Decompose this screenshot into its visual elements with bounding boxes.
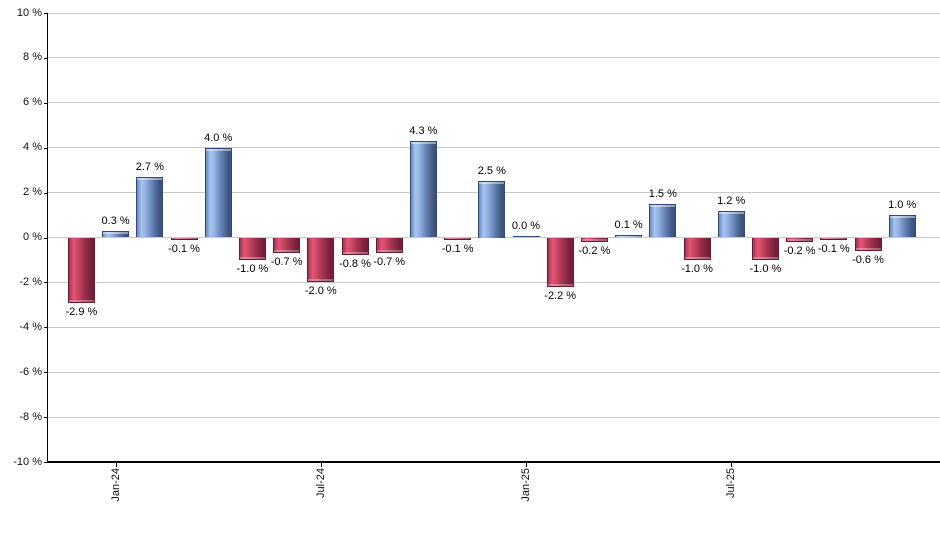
- y-gridline: [48, 102, 940, 104]
- x-axis-tick: [526, 462, 527, 467]
- bar-value-label: -2.2 %: [544, 289, 577, 302]
- bar-value-label: -0.8 %: [339, 258, 371, 271]
- y-axis-tick: [44, 13, 48, 14]
- bar-value-label: 1.2 %: [717, 194, 746, 207]
- y-gridline: [48, 12, 940, 14]
- bar-value-label: 0.3 %: [101, 214, 130, 227]
- y-axis-label: 2 %: [23, 186, 42, 199]
- y-axis-tick: [44, 102, 48, 104]
- bar-value-label: -2.0 %: [304, 285, 337, 298]
- y-axis-label: 8 %: [23, 51, 42, 64]
- y-axis-label: 4 %: [23, 141, 42, 154]
- bar-value-label: -0.7 %: [373, 256, 406, 269]
- bar-value-label: 2.7 %: [135, 160, 164, 173]
- y-gridline: [48, 326, 940, 328]
- bar-value-label: -0.1 %: [441, 242, 474, 255]
- y-gridline: [48, 416, 940, 418]
- y-axis-tick: [44, 372, 48, 374]
- y-axis-tick: [44, 417, 48, 419]
- bar-value-label: -0.1 %: [817, 242, 850, 255]
- y-axis-line: [46, 13, 48, 462]
- y-axis-label: -4 %: [19, 320, 42, 333]
- y-axis-tick: [44, 462, 48, 463]
- y-axis-tick: [44, 282, 48, 284]
- negative-bar: [307, 237, 335, 283]
- x-axis-tick: [731, 462, 733, 467]
- y-axis-label: 10 %: [16, 6, 42, 19]
- negative-bar: [170, 237, 198, 240]
- y-gridline: [48, 237, 940, 238]
- bar-value-label: 1.5 %: [648, 187, 677, 200]
- bar-value-label: -1.0 %: [749, 262, 782, 275]
- negative-bar: [375, 237, 403, 254]
- negative-bar: [67, 237, 95, 303]
- negative-bar: [238, 237, 266, 260]
- negative-bar: [786, 237, 814, 242]
- y-axis-tick: [44, 327, 48, 329]
- x-axis-label: Jul-24: [314, 468, 327, 498]
- positive-bar: [102, 230, 130, 238]
- y-axis-tick: [44, 192, 48, 194]
- bar-value-label: 0.1 %: [614, 219, 643, 232]
- x-axis-label: Jul-25: [725, 468, 738, 498]
- y-gridline: [48, 147, 940, 149]
- bar-value-label: 1.0 %: [888, 199, 917, 212]
- negative-bar: [273, 237, 301, 254]
- x-axis-tick: [320, 462, 322, 467]
- bar-value-label: -0.7 %: [270, 256, 303, 269]
- negative-bar: [751, 237, 779, 260]
- negative-bar: [854, 237, 882, 251]
- bar-value-label: -0.2 %: [578, 244, 611, 257]
- y-axis-label: -2 %: [19, 275, 42, 288]
- y-gridline: [48, 57, 940, 59]
- x-axis-label: Jan-25: [520, 468, 532, 502]
- y-axis-tick: [44, 57, 48, 59]
- negative-bar: [580, 237, 608, 242]
- y-axis-tick: [44, 237, 48, 239]
- bar-value-label: 0.0 %: [511, 220, 541, 233]
- bar-value-label: -0.1 %: [168, 242, 200, 255]
- positive-bar: [717, 210, 745, 238]
- positive-bar: [649, 203, 677, 238]
- positive-bar: [615, 235, 643, 238]
- positive-bar: [409, 140, 437, 238]
- bar-value-label: -1.0 %: [236, 262, 269, 275]
- negative-bar: [341, 237, 369, 256]
- positive-bar: [512, 236, 540, 238]
- y-axis-label: -6 %: [19, 365, 42, 378]
- y-gridline: [48, 281, 940, 283]
- y-axis-label: 0 %: [23, 231, 42, 243]
- x-axis-line: [46, 461, 940, 463]
- positive-bar: [888, 215, 916, 238]
- negative-bar: [444, 237, 472, 240]
- y-axis-label: -8 %: [19, 410, 42, 423]
- bar-value-label: -2.9 %: [65, 305, 98, 318]
- bar-value-label: 4.3 %: [409, 124, 438, 137]
- x-axis-label: Jan-24: [109, 468, 122, 502]
- bar-value-label: 2.5 %: [477, 165, 506, 178]
- y-gridline: [48, 371, 940, 373]
- positive-bar: [136, 176, 164, 238]
- negative-bar: [683, 237, 711, 260]
- bar-value-label: -1.0 %: [681, 262, 713, 275]
- y-axis-label: -10 %: [13, 455, 42, 468]
- negative-bar: [546, 237, 574, 287]
- positive-bar: [478, 181, 506, 238]
- x-axis-tick: [115, 462, 117, 467]
- bar-value-label: 4.0 %: [204, 131, 233, 144]
- positive-bar: [204, 147, 232, 238]
- bar-value-label: -0.2 %: [783, 244, 816, 257]
- negative-bar: [820, 237, 848, 240]
- y-axis-label: 6 %: [23, 96, 42, 109]
- bar-value-label: -0.6 %: [852, 253, 884, 266]
- y-axis-tick: [44, 147, 48, 149]
